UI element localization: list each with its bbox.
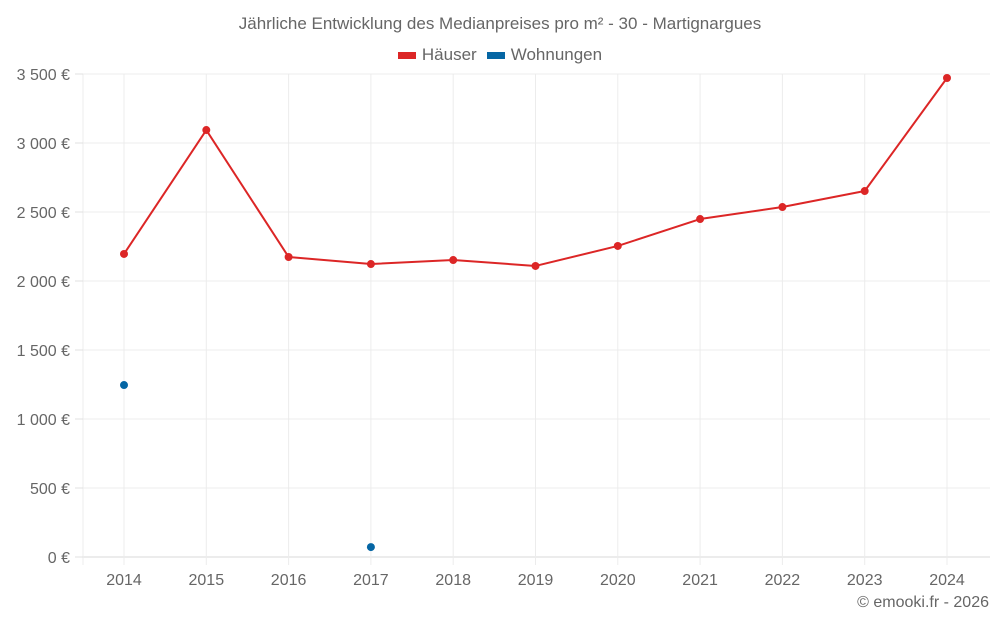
x-tick-label: 2022 [765, 572, 801, 589]
data-point[interactable] [284, 252, 293, 261]
x-tick-label: 2020 [600, 572, 636, 589]
data-point[interactable] [778, 203, 787, 212]
legend: Häuser Wohnungen [0, 45, 1000, 65]
data-point[interactable] [696, 215, 705, 224]
apartments-swatch-icon [486, 51, 505, 59]
x-tick-label: 2023 [847, 572, 883, 589]
x-tick-label: 2016 [271, 572, 307, 589]
x-tick-label: 2015 [189, 572, 225, 589]
series-layer [120, 74, 951, 552]
x-axis: 2014 2015 2016 2017 2018 2019 2020 2021 2022 2023… [106, 572, 965, 589]
data-point[interactable] [366, 543, 375, 552]
y-tick-label: 3 000 € [17, 136, 70, 153]
data-point[interactable] [531, 261, 540, 270]
y-tick-label: 500 € [30, 481, 70, 498]
x-tick-label: 2019 [518, 572, 554, 589]
data-point[interactable] [366, 260, 375, 269]
legend-item-apartments[interactable]: Wohnungen [486, 45, 603, 65]
x-tick-label: 2018 [435, 572, 471, 589]
data-point[interactable] [120, 381, 128, 390]
data-point[interactable] [449, 256, 458, 265]
gridlines [82, 73, 990, 565]
data-point[interactable] [120, 249, 128, 258]
chart-title: Jährliche Entwicklung des Medianpreises … [238, 14, 762, 33]
legend-label-apartments: Wohnungen [510, 45, 603, 64]
data-point[interactable] [860, 187, 869, 196]
legend-item-houses[interactable]: Häuser [397, 45, 477, 65]
copyright-credit: © emooki.fr - 2026 [857, 594, 989, 611]
y-tick-label: 2 500 € [17, 205, 70, 222]
y-tick-label: 2 000 € [17, 274, 70, 291]
x-tick-label: 2014 [106, 572, 142, 589]
data-point[interactable] [943, 74, 951, 83]
x-tick-label: 2021 [682, 572, 718, 589]
y-axis: 0 € 500 € 1 000 € 1 500 € 2 000 € 2 500 € 3 00… [17, 67, 83, 567]
y-tick-label: 1 000 € [17, 412, 70, 429]
y-tick-label: 3 500 € [17, 67, 70, 84]
houses-swatch-icon [397, 51, 416, 59]
y-tick-label: 0 € [48, 550, 70, 567]
y-tick-label: 1 500 € [17, 343, 70, 360]
legend-label-houses: Häuser [421, 45, 477, 64]
x-tick-label: 2024 [929, 572, 965, 589]
x-tick-label: 2017 [353, 572, 389, 589]
data-point[interactable] [613, 241, 622, 250]
data-point[interactable] [202, 126, 211, 135]
